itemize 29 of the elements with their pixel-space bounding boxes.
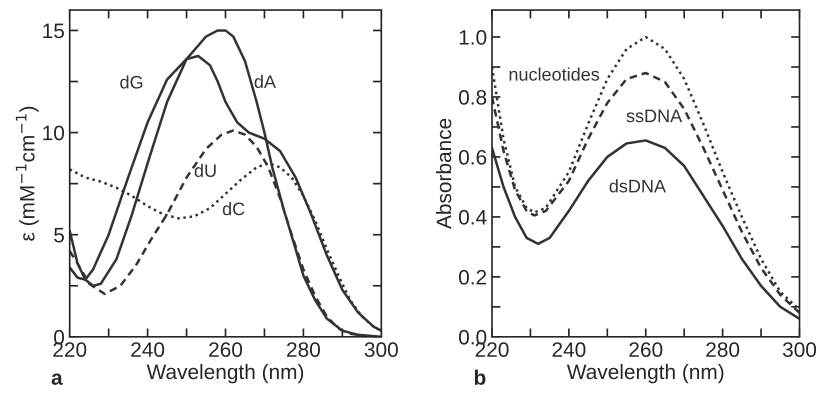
series-label: dsDNA: [610, 179, 666, 193]
y-tick-label: 0.4: [458, 210, 487, 225]
series-label: dG: [120, 75, 142, 89]
x-tick-label: 280: [287, 342, 320, 358]
series-label: dA: [254, 74, 276, 88]
x-tick-label: 280: [706, 342, 740, 358]
x-axis-title: Wavelength (nm): [566, 364, 724, 384]
y-axis-title: ε (mM$^{−1}$cm$^{−1}$): [16, 106, 39, 241]
text: b: [474, 370, 486, 385]
x-tick-label: 240: [131, 342, 164, 358]
y-tick-label: 15: [43, 24, 64, 38]
x-tick-label: 260: [209, 342, 242, 358]
x-tick-label: 300: [364, 342, 398, 358]
x-tick-label: 300: [782, 342, 816, 358]
y-axis-title: Absorbance: [436, 118, 452, 229]
x-axis-title: Wavelength (nm): [146, 364, 304, 384]
y-tick-label: 0.6: [458, 150, 486, 165]
series-label: ssDNA: [626, 110, 682, 122]
y-tick-label: 0.2: [458, 270, 486, 285]
x-tick-label: 260: [629, 342, 662, 358]
x-tick-label: 240: [552, 342, 586, 358]
text: a: [52, 374, 63, 385]
series-label: dC: [222, 202, 244, 216]
y-tick-label: 10: [43, 126, 64, 140]
y-tick-label: 0.8: [458, 90, 486, 105]
series-label: nucleotides: [510, 67, 600, 81]
series-label: dU: [194, 164, 216, 178]
y-tick-label: 1.0: [460, 30, 486, 45]
y-tick-label: 5: [54, 228, 64, 242]
